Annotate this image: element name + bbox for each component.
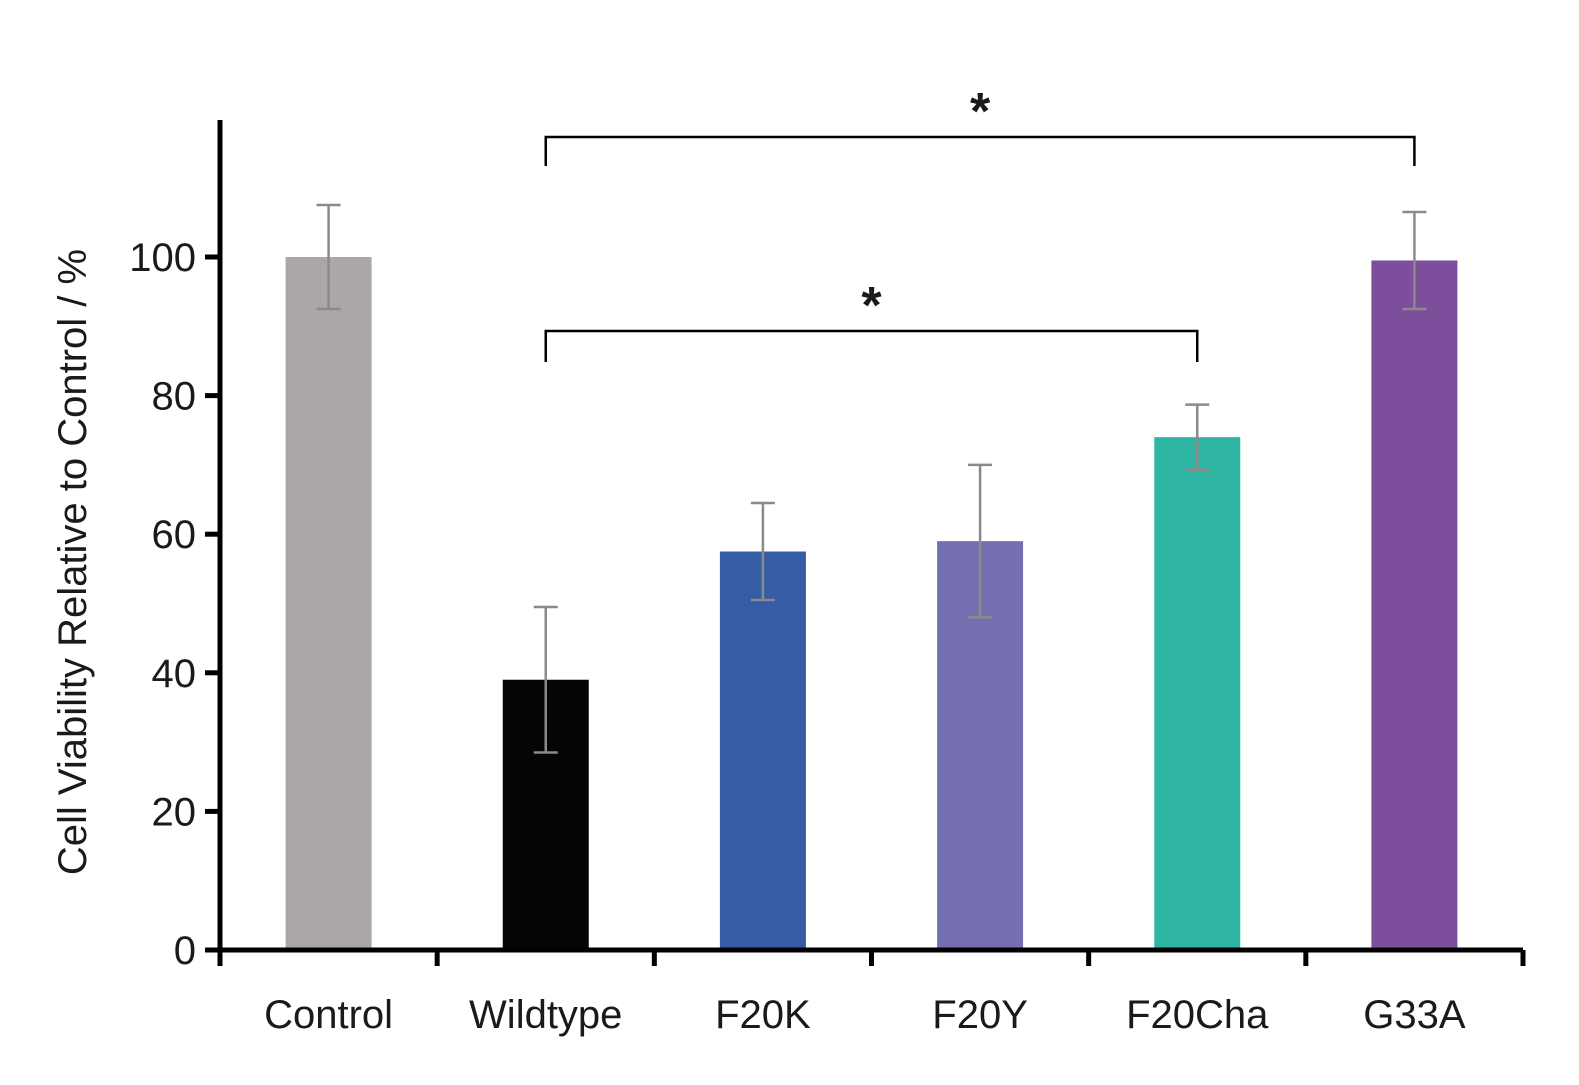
significance-bracket-wildtype-g33a (544, 135, 1416, 166)
y-tick-label-40: 40 (152, 652, 197, 696)
y-ticks-group: 0 20 40 60 80 100 (129, 236, 220, 973)
y-tick-label-100: 100 (129, 236, 196, 280)
significance-label-wildtype-g33a: * (970, 83, 991, 141)
x-tick-label-control: Control (264, 993, 393, 1037)
y-tick-label-0: 0 (174, 929, 196, 973)
x-ticks-group: Control Wildtype F20K F20Y F20Cha G33A (217, 950, 1526, 1037)
bar-f20k (719, 551, 806, 950)
x-tick-label-f20cha: F20Cha (1126, 993, 1269, 1037)
x-tick-label-f20y: F20Y (932, 993, 1028, 1037)
significance-bracket-wildtype-f20cha (544, 329, 1199, 362)
bar-control (285, 257, 372, 950)
x-tick-label-f20k: F20K (715, 993, 811, 1037)
x-tick-label-wildtype: Wildtype (469, 993, 622, 1037)
bar-g33a (1371, 260, 1458, 951)
bar-f20cha (1154, 437, 1241, 950)
y-tick-label-20: 20 (152, 790, 197, 834)
axes-group (205, 120, 1523, 953)
bars-group (285, 257, 1458, 951)
significance-group: ** (544, 83, 1416, 362)
significance-label-wildtype-f20cha: * (861, 277, 882, 335)
y-axis-title: Cell Viability Relative to Control / % (51, 249, 95, 875)
y-tick-label-80: 80 (152, 375, 197, 419)
x-tick-label-g33a: G33A (1363, 993, 1466, 1037)
error-bars-group (316, 203, 1427, 754)
y-tick-label-60: 60 (152, 513, 197, 557)
